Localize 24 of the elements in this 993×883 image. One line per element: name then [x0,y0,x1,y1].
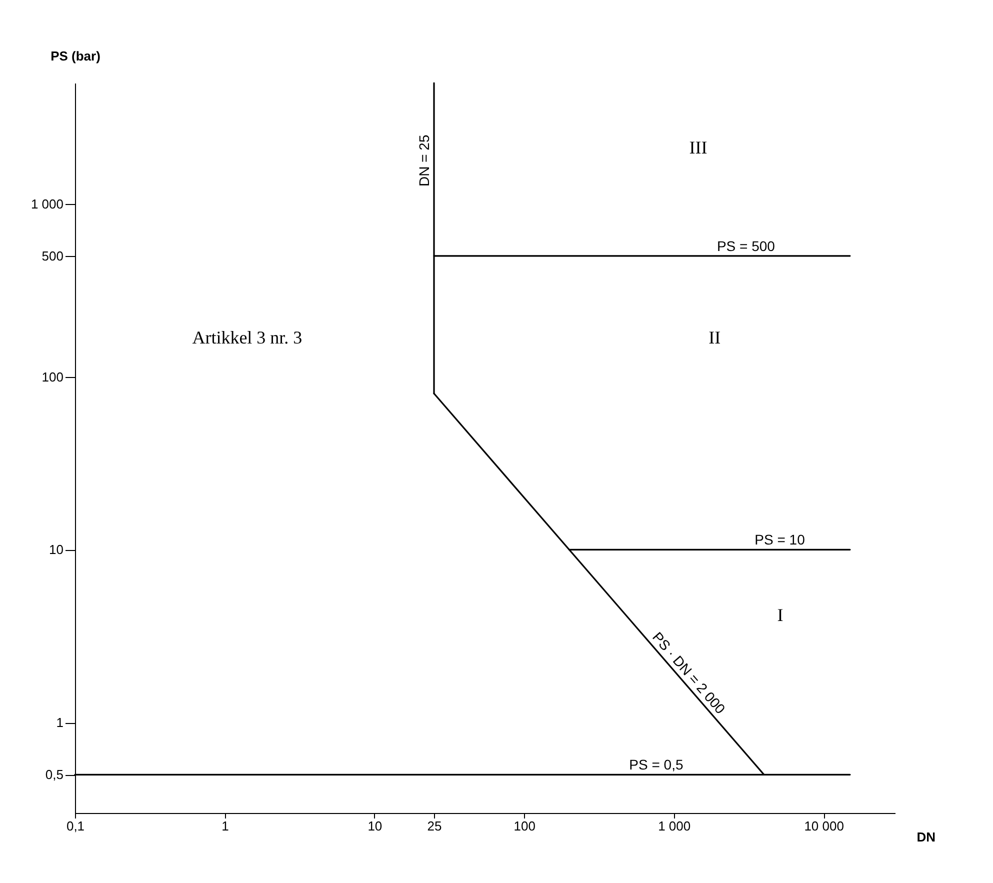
x-tick-label: 0,1 [66,818,85,834]
x-tick-label: 25 [427,818,442,834]
y-tick-label: 500 [42,248,64,264]
text: PS · DN = 2 000 [650,628,729,717]
series-label: PS = 500 [716,238,776,254]
y-axis-title: PS (bar) [50,48,100,64]
annotation: Artikkel 3 nr. 3 [192,328,302,348]
annotation: I [777,604,784,625]
y-tick-label: 100 [42,369,64,384]
x-tick-label: 1 000 [658,818,691,834]
x-tick-label: 10 [368,818,382,834]
x-tick-label: 100 [514,818,536,834]
annotation: III [689,138,708,158]
y-tick-label: 1 [56,715,64,730]
y-tick-label: 0,5 [45,767,64,782]
x-tick-label: 1 [222,818,229,834]
y-tick-label: 10 [49,542,64,558]
text: DN = 25 [416,134,432,187]
x-tick-label: 10 000 [804,818,844,834]
y-tick-label: 1 000 [30,196,64,212]
annotation: II [708,328,721,348]
series-label: PS = 0,5 [629,756,684,773]
x-axis-title: DN [916,830,936,844]
series-label: PS = 10 [754,532,806,548]
